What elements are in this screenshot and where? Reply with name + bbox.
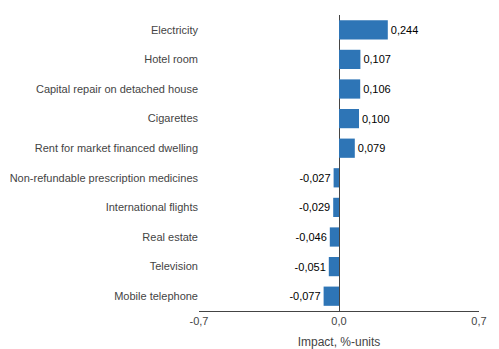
svg-text:-0,027: -0,027 xyxy=(299,172,330,184)
svg-text:0,0: 0,0 xyxy=(331,315,346,327)
svg-text:Mobile telephone: Mobile telephone xyxy=(114,290,198,302)
svg-text:0,100: 0,100 xyxy=(362,113,390,125)
svg-text:0,106: 0,106 xyxy=(363,83,391,95)
svg-text:-0,077: -0,077 xyxy=(289,290,320,302)
svg-text:Rent for market financed dwell: Rent for market financed dwelling xyxy=(35,142,198,154)
svg-text:-0,046: -0,046 xyxy=(296,231,327,243)
svg-text:Real estate: Real estate xyxy=(142,231,198,243)
svg-text:0,107: 0,107 xyxy=(363,53,391,65)
svg-text:-0,029: -0,029 xyxy=(299,201,330,213)
svg-text:Impact, %-units: Impact, %-units xyxy=(298,335,381,349)
svg-text:-0,051: -0,051 xyxy=(295,261,326,273)
svg-text:Capital repair on detached hou: Capital repair on detached house xyxy=(36,83,198,95)
svg-text:Cigarettes: Cigarettes xyxy=(148,112,199,124)
svg-text:Television: Television xyxy=(150,260,198,272)
svg-text:0,079: 0,079 xyxy=(358,142,386,154)
svg-text:International flights: International flights xyxy=(106,201,199,213)
svg-text:0,7: 0,7 xyxy=(471,315,486,327)
svg-text:Electricity: Electricity xyxy=(151,24,199,36)
svg-text:0,244: 0,244 xyxy=(391,24,419,36)
svg-text:Non-refundable prescription me: Non-refundable prescription medicines xyxy=(10,172,199,184)
svg-text:Hotel room: Hotel room xyxy=(144,53,198,65)
svg-text:-0,7: -0,7 xyxy=(190,315,209,327)
